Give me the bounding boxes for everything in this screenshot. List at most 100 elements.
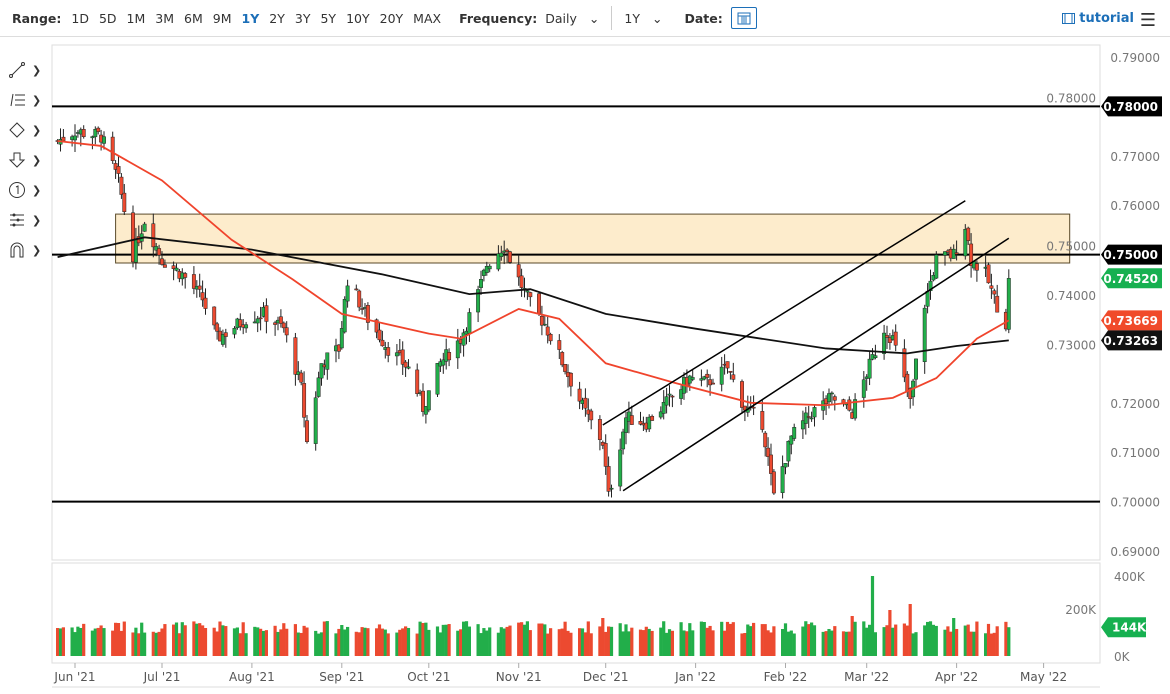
candle: [360, 298, 365, 315]
volume-bar: [934, 625, 938, 656]
range-1d[interactable]: 1D: [71, 10, 89, 26]
range-3y[interactable]: 3Y: [294, 10, 311, 26]
candle-body: [954, 252, 959, 255]
tool-magnet[interactable]: ❯: [8, 235, 48, 265]
candle: [603, 434, 608, 475]
range-5y[interactable]: 5Y: [320, 10, 337, 26]
candle-body: [882, 332, 887, 354]
volume-bar: [273, 625, 277, 656]
range-5d[interactable]: 5D: [98, 10, 117, 26]
tool-label-tool[interactable]: ❯: [8, 175, 48, 205]
candle: [215, 321, 220, 340]
candle-body: [914, 358, 918, 380]
volume-bar: [873, 632, 877, 656]
volume-bar: [641, 630, 645, 656]
candle-body: [873, 355, 878, 358]
candle-body: [421, 390, 425, 412]
candle: [345, 279, 350, 308]
tutorial-link[interactable]: tutorial: [1062, 11, 1134, 26]
candle-body: [305, 420, 309, 442]
candle: [273, 320, 278, 336]
candle: [528, 291, 533, 307]
volume-bar: [824, 631, 828, 656]
candle: [548, 332, 553, 345]
candle-body: [769, 454, 773, 474]
volume-bar: [833, 626, 837, 656]
candle-body: [403, 361, 408, 368]
candle: [989, 273, 994, 299]
volume-bar: [537, 623, 541, 656]
ma-200-line: [57, 236, 1009, 355]
candle: [809, 411, 814, 422]
candle: [380, 330, 385, 347]
candle-body: [160, 258, 164, 265]
volume-tick-label: 200K: [1065, 603, 1097, 617]
price-label-text: 0.74520: [1103, 272, 1158, 286]
volume-bar: [467, 626, 471, 656]
shapes-tool-icon: [9, 122, 25, 138]
range-6m[interactable]: 6M: [184, 10, 203, 26]
tool-arrow-tool[interactable]: ❯: [8, 145, 48, 175]
y-tick-label: 0.79000: [1110, 51, 1160, 65]
volume-bar: [763, 624, 767, 656]
volume-bar: [928, 621, 933, 656]
volume-bar: [601, 618, 605, 656]
volume-bar: [244, 633, 248, 656]
volume-bar: [380, 628, 384, 656]
range-3m[interactable]: 3M: [155, 10, 175, 26]
y-tick-label: 0.70000: [1110, 496, 1160, 510]
candle: [832, 394, 837, 411]
volume-bar: [395, 632, 399, 656]
period-dropdown[interactable]: 1Y ⌄: [624, 11, 662, 26]
volume-bar: [157, 631, 161, 656]
tool-pitchfork-tool[interactable]: ❯: [8, 205, 48, 235]
candle-body: [255, 318, 260, 324]
candle: [476, 285, 481, 323]
range-max[interactable]: MAX: [413, 10, 442, 26]
tool-line-tool[interactable]: ❯: [8, 55, 48, 85]
volume-bar: [435, 626, 440, 656]
candle: [786, 440, 791, 467]
candle: [316, 371, 321, 398]
volume-bar: [93, 628, 97, 656]
candle: [885, 325, 889, 349]
price-label-text: 0.73263: [1103, 334, 1158, 348]
candle-body: [528, 292, 533, 298]
candle-body: [96, 127, 101, 132]
y-tick-label: 0.74000: [1046, 289, 1096, 303]
candle-body: [577, 388, 582, 402]
candle: [171, 261, 176, 281]
volume-bar: [708, 625, 712, 656]
range-9m[interactable]: 9M: [212, 10, 232, 26]
volume-bar: [989, 633, 993, 656]
volume-bar: [111, 630, 115, 656]
label-tool-icon: [9, 182, 25, 198]
frequency-dropdown[interactable]: Daily ⌄: [545, 11, 599, 26]
volume-bar: [650, 630, 654, 656]
candle-body: [786, 440, 791, 462]
candle: [914, 358, 918, 388]
candle: [887, 333, 892, 350]
candle-body: [589, 410, 594, 421]
date-label: Date:: [684, 10, 723, 26]
hamburger-menu-icon[interactable]: ☰: [1139, 10, 1156, 31]
volume-bar: [58, 628, 63, 656]
range-1m[interactable]: 1M: [126, 10, 146, 26]
y-tick-label: 0.77000: [1110, 150, 1160, 164]
volume-bar: [821, 631, 825, 656]
calendar-button[interactable]: [730, 7, 757, 29]
candle-body: [728, 370, 733, 373]
volume-bar: [221, 625, 225, 656]
range-1y[interactable]: 1Y: [241, 10, 260, 26]
volume-bar: [560, 628, 564, 656]
tool-shapes-tool[interactable]: ❯: [8, 115, 48, 145]
range-10y[interactable]: 10Y: [346, 10, 370, 26]
candle: [505, 248, 510, 263]
candle-body: [792, 427, 797, 439]
tool-fib-tool[interactable]: ❯: [8, 85, 48, 115]
candle: [928, 269, 933, 300]
range-2y[interactable]: 2Y: [269, 10, 285, 26]
candle-body: [151, 223, 156, 248]
range-20y[interactable]: 20Y: [379, 10, 404, 26]
